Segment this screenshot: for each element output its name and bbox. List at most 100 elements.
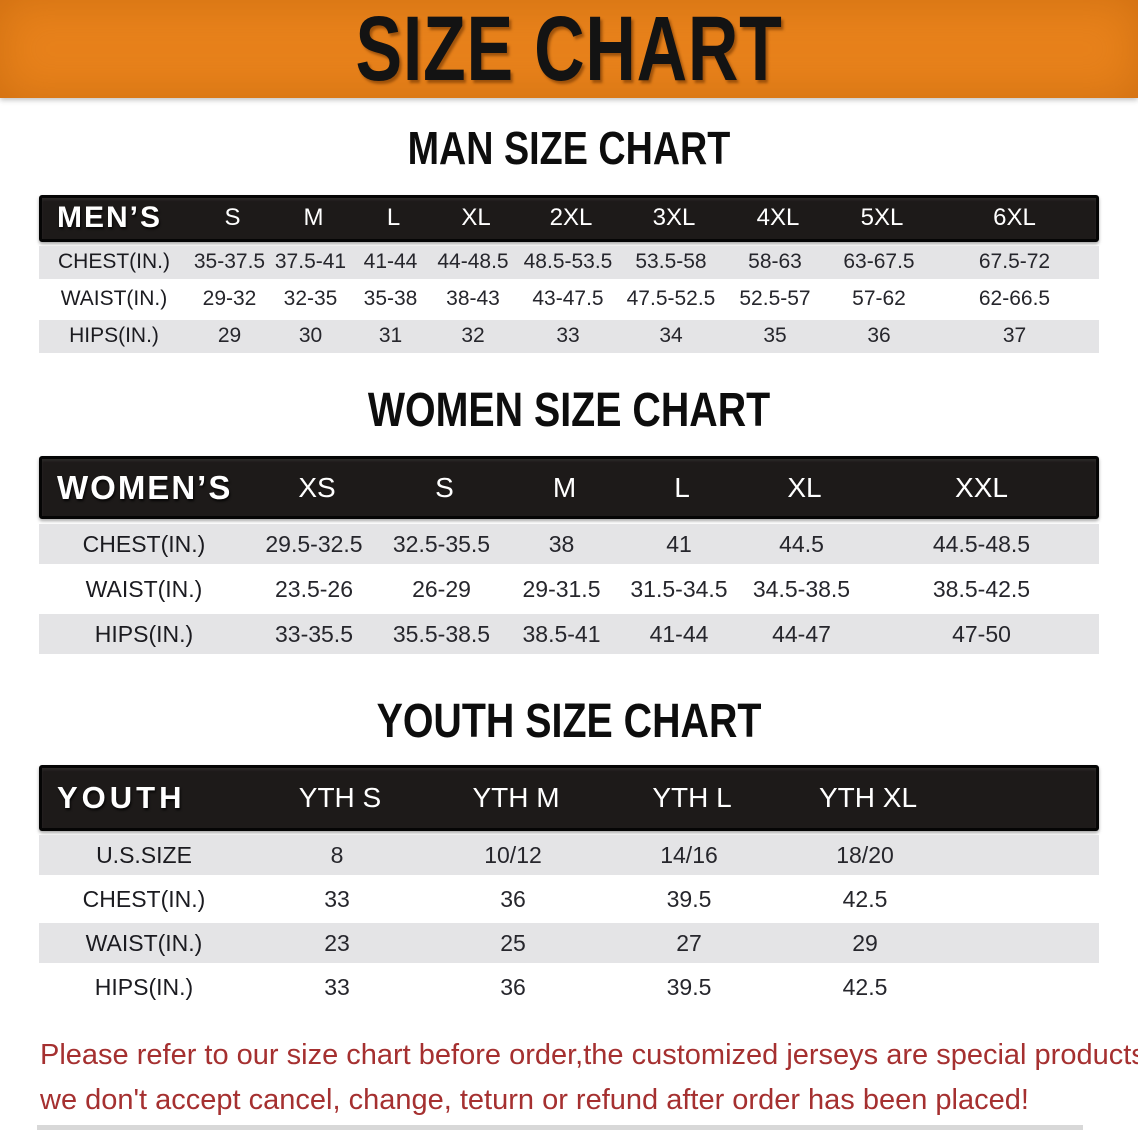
column-header: YTH M xyxy=(472,782,560,814)
row-label: HIPS(IN.) xyxy=(94,620,194,647)
row-label: HIPS(IN.) xyxy=(69,324,159,348)
column-header: M xyxy=(303,204,324,232)
men-size-table: MEN’S S M L XL 2XL 3XL 4XL 5XL 6XL CHEST(IN.) 35-… xyxy=(39,194,1099,353)
table-row: HIPS(IN.) 33-35.5 35.5-38.5 38.5-41 41-44 44-… xyxy=(39,614,1099,655)
table-row: HIPS(IN.) 33 36 39.5 42.5 xyxy=(39,967,1099,1008)
women-table-body: CHEST(IN.) 29.5-32.5 32.5-35.5 38 41 44.5 44.5… xyxy=(39,524,1099,655)
size-value-cell: 33 xyxy=(324,885,350,912)
column-header: 4XL xyxy=(756,204,800,232)
size-value-cell: 8 xyxy=(330,841,344,868)
column-header: XS xyxy=(298,471,336,503)
disclaimer-line-2: we don't accept cancel, change, teturn o… xyxy=(40,1084,1029,1117)
size-value-cell: 39.5 xyxy=(666,885,712,912)
column-header: XXL xyxy=(955,471,1008,503)
youth-size-table: YOUTH YTH S YTH M YTH L YTH XL U.S.SIZE 8 10/… xyxy=(39,765,1099,1008)
size-value-cell: 67.5-72 xyxy=(978,250,1051,274)
row-label: WAIST(IN.) xyxy=(85,575,203,602)
row-label: U.S.SIZE xyxy=(96,841,192,868)
size-value-cell: 36 xyxy=(867,324,891,348)
size-value-cell: 41 xyxy=(666,530,692,557)
size-value-cell: 34 xyxy=(659,324,683,348)
bottom-edge-strip xyxy=(37,1125,1083,1130)
size-value-cell: 62-66.5 xyxy=(978,287,1051,311)
size-value-cell: 35-38 xyxy=(363,287,418,311)
column-header: YTH XL xyxy=(818,782,918,814)
size-value-cell: 38-43 xyxy=(446,287,500,311)
size-value-cell: 41-44 xyxy=(649,620,709,647)
youth-table-body: U.S.SIZE 8 10/12 14/16 18/20 CHEST(IN.) 33 36 39… xyxy=(39,835,1099,1008)
size-value-cell: 57-62 xyxy=(852,287,906,311)
size-value-cell: 44.5-48.5 xyxy=(932,530,1031,557)
size-chart-banner: SIZE CHART xyxy=(0,0,1138,98)
table-row: WAIST(IN.) 29-32 32-35 35-38 38-43 43-47.5 47.… xyxy=(39,282,1099,316)
size-value-cell: 23.5-26 xyxy=(274,575,353,602)
size-value-cell: 58-63 xyxy=(748,250,802,274)
column-header: S xyxy=(435,471,454,503)
size-value-cell: 33-35.5 xyxy=(274,620,353,647)
table-row: WAIST(IN.) 23.5-26 26-29 29-31.5 31.5-34.5 34… xyxy=(39,569,1099,610)
size-value-cell: 53.5-58 xyxy=(635,250,707,274)
size-value-cell: 35.5-38.5 xyxy=(392,620,491,647)
size-value-cell: 23 xyxy=(324,929,350,956)
row-label: WAIST(IN.) xyxy=(60,287,168,311)
column-header: S xyxy=(224,204,241,232)
size-value-cell: 26-29 xyxy=(412,575,471,602)
size-value-cell: 30 xyxy=(298,324,323,348)
size-value-cell: 29-32 xyxy=(202,287,257,311)
size-value-cell: 43-47.5 xyxy=(532,287,604,311)
size-value-cell: 63-67.5 xyxy=(843,250,915,274)
men-section-title: MAN SIZE CHART xyxy=(407,122,731,174)
youth-size-section: YOUTH SIZE CHART YOUTH YTH S YTH M YTH L YT… xyxy=(0,694,1138,1008)
size-value-cell: 35 xyxy=(763,324,787,348)
size-value-cell: 36 xyxy=(500,885,526,912)
size-value-cell: 47-50 xyxy=(952,620,1011,647)
table-row: CHEST(IN.) 33 36 39.5 42.5 xyxy=(39,879,1099,920)
column-header: 6XL xyxy=(993,204,1036,232)
size-value-cell: 42.5 xyxy=(842,885,888,912)
women-size-table: WOMEN’S XS S M L XL XXL CHEST(IN.) 29.5-32.5 32… xyxy=(39,456,1099,655)
size-value-cell: 44-48.5 xyxy=(437,250,509,274)
men-table-header-label: MEN’S xyxy=(57,201,163,235)
size-value-cell: 39.5 xyxy=(666,973,712,1000)
size-value-cell: 29.5-32.5 xyxy=(265,530,363,557)
row-label: CHEST(IN.) xyxy=(82,885,206,912)
size-value-cell: 42.5 xyxy=(842,973,888,1000)
size-value-cell: 52.5-57 xyxy=(739,287,811,311)
size-value-cell: 41-44 xyxy=(363,250,418,274)
size-value-cell: 14/16 xyxy=(660,841,718,868)
table-row: HIPS(IN.) 29 30 31 32 33 34 35 36 37 xyxy=(39,319,1099,353)
size-value-cell: 34.5-38.5 xyxy=(752,575,851,602)
size-value-cell: 32 xyxy=(461,324,485,348)
women-table-header-label: WOMEN’S xyxy=(57,468,233,506)
banner-title: SIZE CHART xyxy=(355,0,783,100)
row-label: CHEST(IN.) xyxy=(58,250,170,274)
size-value-cell: 47.5-52.5 xyxy=(626,287,716,311)
column-header: M xyxy=(552,471,577,503)
size-value-cell: 38.5-42.5 xyxy=(932,575,1031,602)
size-value-cell: 38.5-41 xyxy=(522,620,601,647)
men-size-section: MAN SIZE CHART MEN’S S M L XL 2XL 3XL 4XL 5XL 6X… xyxy=(0,122,1138,353)
women-size-section: WOMEN SIZE CHART WOMEN’S XS S M L XL XXL CHES… xyxy=(0,383,1138,655)
women-section-title: WOMEN SIZE CHART xyxy=(367,383,771,437)
size-value-cell: 31.5-34.5 xyxy=(630,575,728,602)
column-header: YTH S xyxy=(298,782,382,814)
size-value-cell: 44.5 xyxy=(779,530,824,557)
table-row: CHEST(IN.) 35-37.5 37.5-41 41-44 44-48.5 48.5… xyxy=(39,245,1099,279)
column-header: YTH L xyxy=(652,782,732,814)
youth-section-title: YOUTH SIZE CHART xyxy=(376,695,762,749)
size-value-cell: 29 xyxy=(217,324,242,348)
size-value-cell: 18/20 xyxy=(836,841,894,868)
size-value-cell: 35-37.5 xyxy=(193,250,266,274)
size-value-cell: 27 xyxy=(676,929,702,956)
size-value-cell: 38 xyxy=(548,530,575,557)
size-value-cell: 36 xyxy=(500,973,526,1000)
table-row: WAIST(IN.) 23 25 27 29 xyxy=(39,923,1099,964)
size-value-cell: 33 xyxy=(556,324,580,348)
column-header: XL xyxy=(787,471,822,503)
size-value-cell: 29 xyxy=(852,929,878,956)
table-row: CHEST(IN.) 29.5-32.5 32.5-35.5 38 41 44.5 44.5… xyxy=(39,524,1099,565)
row-label: CHEST(IN.) xyxy=(82,530,206,557)
row-label: HIPS(IN.) xyxy=(94,973,194,1000)
size-value-cell: 44-47 xyxy=(772,620,831,647)
column-header: 2XL xyxy=(549,204,593,232)
